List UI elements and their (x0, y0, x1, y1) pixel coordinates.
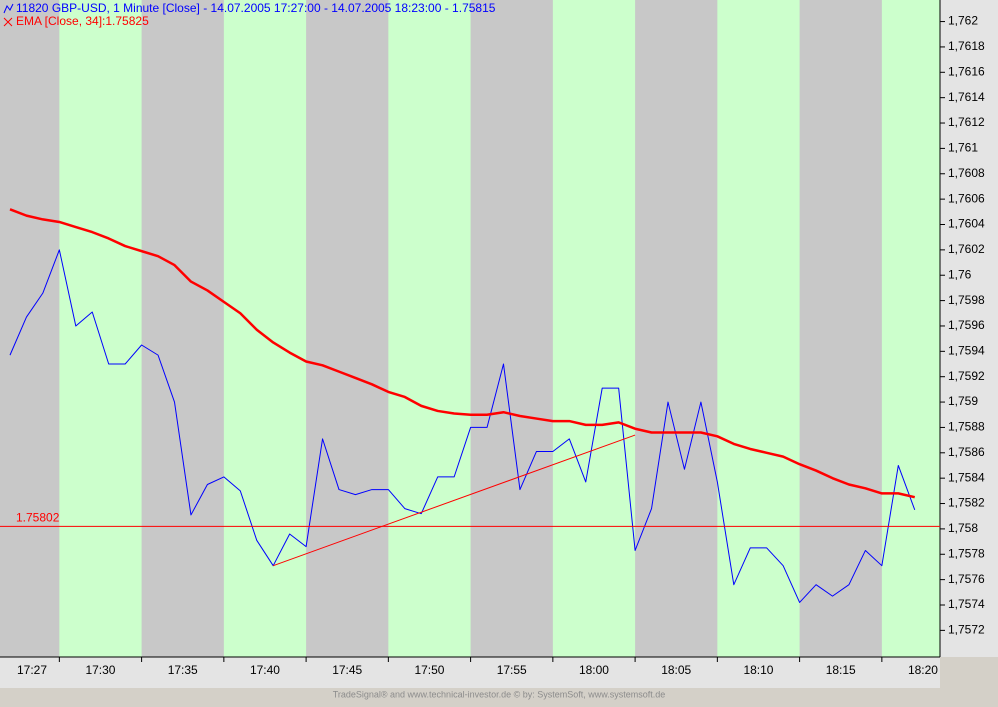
time-band (59, 0, 142, 657)
y-tick-label: 1,7572 (948, 623, 985, 637)
x-axis-panel (0, 657, 940, 688)
y-tick-label: 1,7606 (948, 191, 985, 205)
y-tick-label: 1,7598 (948, 293, 985, 307)
series-line (9, 208, 916, 499)
x-tick-label: 17:30 (85, 663, 115, 677)
trend-line (273, 434, 636, 567)
y-tick-label: 1,7616 (948, 64, 985, 78)
y-tick-label: 1,7604 (948, 217, 985, 231)
y-tick-label: 1,7578 (948, 546, 985, 560)
y-tick-label: 1,759 (948, 394, 978, 408)
legend-icon (3, 17, 13, 27)
y-tick-label: 1,7582 (948, 496, 985, 510)
x-tick-label: 18:10 (743, 663, 773, 677)
footer: TradeSignal® and www.technical-investor.… (333, 689, 666, 699)
y-tick-label: 1,7602 (948, 242, 985, 256)
y-tick-label: 1,7586 (948, 445, 985, 459)
x-tick-label: 17:35 (168, 663, 198, 677)
y-tick-label: 1,7596 (948, 318, 985, 332)
y-tick-label: 1,7574 (948, 597, 985, 611)
x-tick-label: 17:55 (497, 663, 527, 677)
legend-entry: EMA [Close, 34]:1.75825 (16, 14, 149, 28)
y-tick-label: 1,7594 (948, 344, 985, 358)
y-tick-label: 1,76 (948, 267, 972, 281)
time-band (223, 0, 307, 657)
series-line (9, 249, 916, 603)
y-tick-label: 1,7592 (948, 369, 985, 383)
x-tick-label: 17:50 (414, 663, 444, 677)
x-tick-label: 17:40 (250, 663, 280, 677)
x-tick-label: 18:20 (908, 663, 938, 677)
y-tick-label: 1,762 (948, 14, 978, 28)
time-band (388, 0, 471, 657)
time-band (552, 0, 636, 657)
x-tick-label: 18:15 (826, 663, 856, 677)
x-tick-label: 17:45 (332, 663, 362, 677)
x-tick-label: 18:00 (579, 663, 609, 677)
level-label: 1.75802 (16, 511, 60, 525)
x-tick-label: 18:05 (661, 663, 691, 677)
legend-icon (3, 3, 14, 14)
legend-entry: 11820 GBP-USD, 1 Minute [Close] - 14.07.… (16, 1, 496, 15)
y-tick-label: 1,7608 (948, 166, 985, 180)
y-tick-label: 1,7576 (948, 572, 985, 586)
y-tick-label: 1,758 (948, 521, 978, 535)
y-tick-label: 1,7614 (948, 90, 985, 104)
time-band (881, 0, 940, 657)
y-tick-label: 1,7584 (948, 470, 985, 484)
x-tick-label: 17:27 (17, 663, 47, 677)
y-tick-label: 1,7612 (948, 115, 985, 129)
y-tick-label: 1,7588 (948, 420, 985, 434)
y-axis-panel (940, 0, 998, 657)
y-tick-label: 1,7618 (948, 39, 985, 53)
y-tick-label: 1,761 (948, 141, 978, 155)
